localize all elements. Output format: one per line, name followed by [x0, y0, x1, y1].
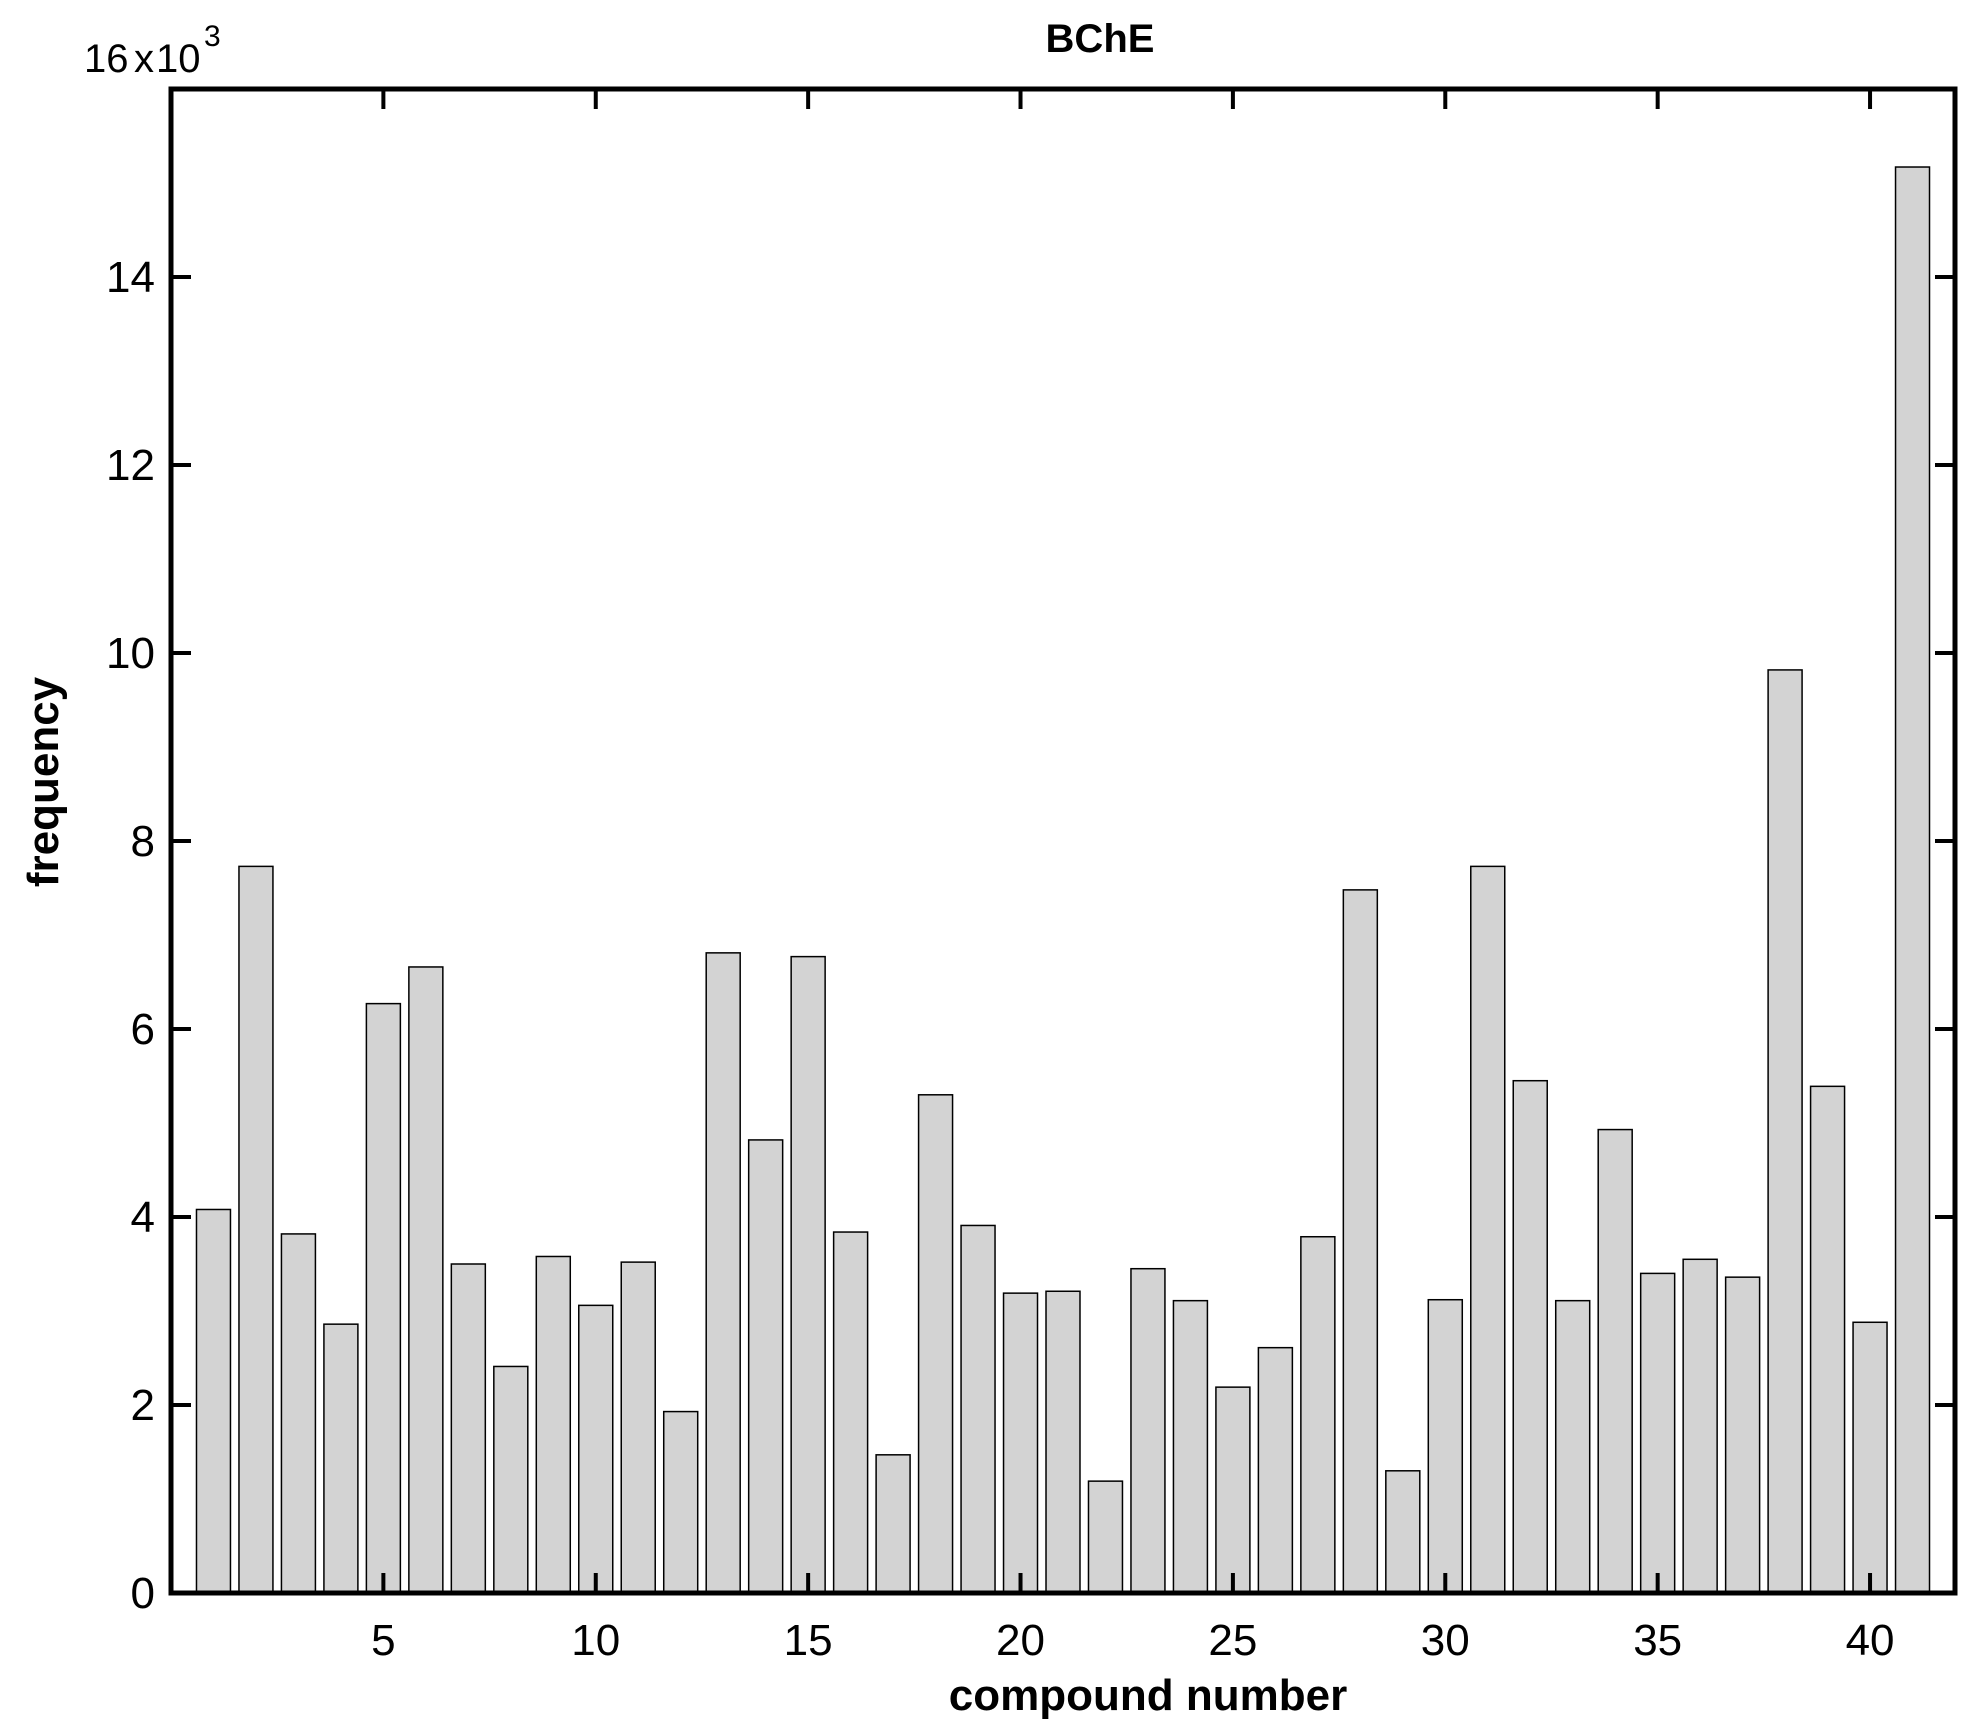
y-multiplier-factor: 10 — [156, 37, 201, 81]
y-tick-label-12: 12 — [106, 441, 155, 490]
bar-compound-26 — [1257, 1346, 1294, 1594]
bar-compound-23 — [1130, 1267, 1166, 1594]
bar-compound-33 — [1554, 1299, 1591, 1594]
bar-compound-29 — [1385, 1470, 1421, 1594]
bar-compound-19 — [960, 1224, 996, 1594]
bar-compound-1 — [195, 1208, 232, 1594]
x-tick-label-15: 15 — [784, 1616, 833, 1665]
y-tick-label-6: 6 — [131, 1005, 155, 1054]
bar-compound-40 — [1852, 1321, 1888, 1594]
x-tick-label-25: 25 — [1208, 1616, 1257, 1665]
bars — [195, 166, 1931, 1594]
bar-compound-38 — [1767, 669, 1803, 1594]
bar-compound-27 — [1300, 1235, 1336, 1594]
bar-compound-41 — [1894, 166, 1931, 1594]
y-tick-labels: 0 2 4 6 8 10 12 14 — [106, 253, 155, 1618]
bar-compound-39 — [1809, 1085, 1846, 1594]
bar-compound-34 — [1597, 1128, 1633, 1594]
bar-compound-6 — [408, 966, 444, 1594]
x-tick-label-10: 10 — [571, 1616, 620, 1665]
bar-compound-18 — [917, 1094, 954, 1594]
x-tick-labels: 5 10 15 20 25 30 35 40 — [371, 1616, 1894, 1665]
x-tick-label-35: 35 — [1633, 1616, 1682, 1665]
axis-ticks — [171, 89, 1955, 1593]
bar-compound-2 — [238, 865, 274, 1594]
y-multiplier-sep: x — [134, 37, 154, 81]
bar-compound-5 — [365, 1002, 402, 1594]
x-tick-label-40: 40 — [1846, 1616, 1895, 1665]
bar-compound-17 — [875, 1454, 911, 1594]
bar-compound-8 — [493, 1365, 529, 1594]
bar-compound-20 — [1002, 1292, 1039, 1594]
bar-compound-35 — [1639, 1272, 1676, 1594]
bar-compound-24 — [1172, 1299, 1209, 1594]
y-tick-label-0: 0 — [131, 1569, 155, 1618]
bar-compound-28 — [1342, 889, 1379, 1594]
bar-compound-22 — [1087, 1480, 1124, 1594]
bar-compound-9 — [535, 1255, 572, 1594]
x-tick-label-30: 30 — [1421, 1616, 1470, 1665]
bar-compound-32 — [1512, 1079, 1548, 1594]
plot-frame — [168, 86, 1958, 1596]
y-tick-label-2: 2 — [131, 1381, 155, 1430]
bar-compound-11 — [620, 1261, 656, 1594]
y-multiplier: 16 x 10 3 — [84, 20, 221, 81]
y-multiplier-base: 16 — [84, 37, 129, 81]
bar-compound-4 — [323, 1323, 359, 1594]
x-tick-label-5: 5 — [371, 1616, 395, 1665]
bar-compound-36 — [1682, 1258, 1718, 1594]
bar-compound-3 — [280, 1233, 317, 1594]
y-tick-label-4: 4 — [131, 1193, 155, 1242]
x-tick-label-20: 20 — [996, 1616, 1045, 1665]
bar-compound-30 — [1427, 1298, 1464, 1594]
bar-compound-12 — [662, 1410, 699, 1594]
y-multiplier-exponent: 3 — [204, 20, 221, 53]
chart-title: BChE — [1046, 17, 1155, 61]
bar-compound-10 — [578, 1304, 614, 1594]
bar-compound-16 — [832, 1231, 869, 1594]
bar-compound-31 — [1470, 865, 1506, 1594]
bar-compound-7 — [450, 1263, 487, 1594]
bar-compound-25 — [1215, 1386, 1251, 1594]
x-axis-label: compound number — [949, 1671, 1347, 1719]
y-tick-label-14: 14 — [106, 253, 155, 302]
bar-compound-15 — [790, 955, 826, 1594]
y-tick-label-8: 8 — [131, 817, 155, 866]
bar-compound-14 — [747, 1139, 784, 1594]
bar-compound-13 — [705, 952, 741, 1594]
bar-compound-37 — [1724, 1276, 1761, 1594]
bar-compound-21 — [1045, 1290, 1081, 1594]
y-tick-label-10: 10 — [106, 629, 155, 678]
y-axis-label: frequency — [19, 676, 68, 887]
